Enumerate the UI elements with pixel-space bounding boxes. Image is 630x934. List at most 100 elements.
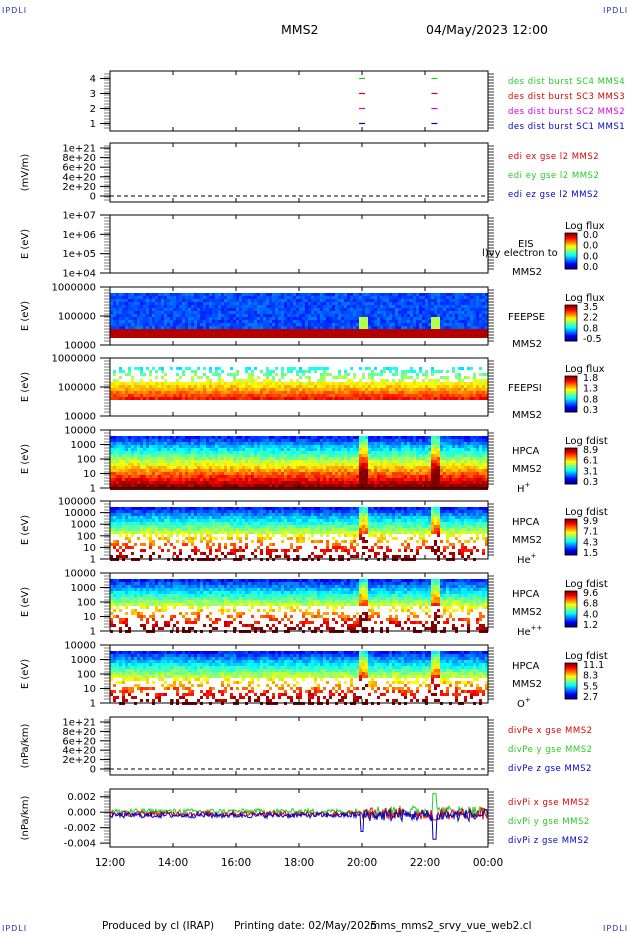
- legend-1-0: edi ex gse l2 MMS2: [508, 152, 599, 162]
- colorbar-cell: [565, 312, 577, 314]
- y-tick-label-2-0: 1e+04: [62, 269, 96, 280]
- legend-9-0: divPe x gse MMS2: [508, 726, 593, 736]
- y-tick-label-0-0: 1: [90, 119, 96, 130]
- colorbar-cell: [565, 687, 577, 689]
- colorbar-cell: [565, 388, 577, 390]
- spectrogram-5: [110, 436, 488, 490]
- y-tick-label-5-2: 100: [77, 455, 96, 466]
- colorbar-tick-label-3-2: 0.8: [583, 323, 598, 334]
- y-tick-label-9-3: 6e+20: [62, 736, 96, 747]
- colorbar-cell: [565, 593, 577, 596]
- colorbar-cell: [565, 404, 577, 407]
- colorbar-cell: [565, 527, 577, 530]
- colorbar-cell: [565, 317, 577, 319]
- y-axis-label-6: E (eV): [20, 515, 31, 545]
- colorbar-cell: [565, 537, 577, 539]
- y-tick-label-0-3: 4: [90, 74, 96, 85]
- colorbar-cell: [565, 455, 577, 457]
- colorbar-cell: [565, 307, 577, 310]
- spacecraft-label-2: MMS2: [512, 267, 542, 278]
- species-label-6: He+: [517, 552, 537, 566]
- series-line-1: [109, 793, 489, 820]
- colorbar-cell: [565, 448, 577, 450]
- colorbar-cell: [565, 466, 577, 468]
- colorbar-cell: [565, 408, 577, 411]
- colorbar-cell: [565, 308, 577, 311]
- colorbar-tick-label-2-0: 0.0: [583, 230, 598, 241]
- y-tick-label-6-5: 100000: [58, 497, 96, 508]
- colorbar-tick-label-4-2: 0.8: [583, 394, 598, 405]
- colorbar-cell: [565, 472, 577, 474]
- colorbar-cell: [565, 389, 577, 391]
- colorbar-cell: [565, 306, 577, 308]
- colorbar-cell: [565, 533, 577, 536]
- colorbar-cell: [565, 331, 577, 334]
- x-tick-label-5: 22:00: [410, 857, 440, 869]
- colorbar-title-3: Log flux: [565, 293, 605, 304]
- colorbar-tick-label-4-3: 0.3: [583, 405, 598, 416]
- colorbar-cell: [565, 679, 577, 682]
- y-tick-label-1-3: 6e+20: [62, 163, 96, 174]
- y-tick-label-7-4: 10000: [64, 569, 96, 580]
- colorbar-cell: [565, 382, 577, 384]
- colorbar-cell: [565, 670, 577, 672]
- colorbar-cell: [565, 325, 577, 328]
- y-axis-label-2: E (eV): [20, 229, 31, 259]
- colorbar-tick-label-8-3: 2.7: [583, 692, 598, 703]
- colorbar-cell: [565, 552, 577, 555]
- colorbar-cell: [565, 546, 577, 549]
- colorbar-cell: [565, 397, 577, 400]
- colorbar-cell: [565, 332, 577, 335]
- y-tick-label-7-0: 1: [90, 627, 96, 638]
- colorbar-cell: [565, 243, 577, 246]
- legend-10-1: divPi y gse MMS2: [508, 817, 590, 827]
- y-tick-label-1-4: 8e+20: [62, 153, 96, 164]
- spectrogram-3: [110, 293, 488, 338]
- colorbar-cell: [565, 452, 577, 455]
- y-tick-label-8-0: 1: [90, 699, 96, 710]
- species-sup-5: +: [525, 481, 531, 489]
- colorbar-cell: [565, 667, 577, 670]
- y-tick-label-5-4: 10000: [64, 426, 96, 437]
- colorbar-cell: [565, 619, 577, 622]
- spectrogram-4: [110, 367, 488, 400]
- spacecraft-label-7: MMS2: [512, 607, 542, 618]
- colorbar-cell: [565, 681, 577, 683]
- y-axis-label-4: E (eV): [20, 372, 31, 402]
- colorbar-cell: [565, 469, 577, 472]
- colorbar-cell: [565, 391, 577, 394]
- x-tick-label-6: 00:00: [473, 857, 503, 869]
- colorbar-cell: [565, 239, 577, 241]
- colorbar-cell: [565, 689, 577, 692]
- colorbar-cell: [565, 673, 577, 676]
- colorbar-cell: [565, 609, 577, 611]
- colorbar-cell: [565, 611, 577, 614]
- instrument-label-4: FEEPSI: [508, 383, 542, 394]
- colorbar-cell: [565, 682, 577, 684]
- panel-frame-0: [109, 70, 489, 132]
- colorbar-cell: [565, 671, 577, 674]
- colorbar-title-8: Log fdist: [565, 651, 608, 662]
- colorbar-cell: [565, 519, 577, 521]
- colorbar-cell: [565, 450, 577, 453]
- y-tick-label-2-2: 1e+06: [62, 230, 96, 241]
- colorbar-cell: [565, 383, 577, 385]
- y-tick-label-10-2: 0.000: [67, 808, 96, 819]
- colorbar-cell: [565, 337, 577, 340]
- colorbar-cell: [565, 613, 577, 616]
- colorbar-tick-label-5-1: 6.1: [583, 456, 598, 467]
- colorbar-cell: [565, 245, 577, 247]
- series-line-2: [109, 808, 489, 840]
- legend-burst-3: des dist burst SC4 MMS4: [508, 77, 625, 87]
- colorbar-cell: [565, 617, 577, 620]
- colorbar-cell: [565, 599, 577, 602]
- colorbar-cell: [565, 242, 577, 245]
- instrument-label-5: HPCA: [512, 446, 540, 457]
- colorbar-cell: [565, 458, 577, 461]
- spacecraft-label-6: MMS2: [512, 535, 542, 546]
- colorbar-cell: [565, 394, 577, 396]
- colorbar-cell: [565, 675, 577, 677]
- colorbar-tick-label-5-0: 8.9: [583, 445, 598, 456]
- spacecraft-label-3: MMS2: [512, 339, 542, 350]
- colorbar-frame-7: [564, 590, 578, 628]
